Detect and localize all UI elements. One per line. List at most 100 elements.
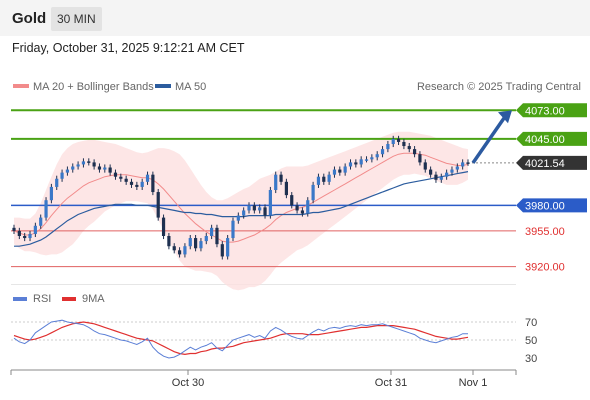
candle-body bbox=[236, 215, 240, 221]
candle-body bbox=[445, 172, 449, 177]
candle-body bbox=[23, 236, 27, 239]
candle-body bbox=[242, 210, 246, 216]
candle-body bbox=[97, 166, 102, 170]
rsi-legend-label: RSI bbox=[33, 293, 51, 305]
candle-body bbox=[322, 176, 326, 182]
candle-body bbox=[364, 159, 369, 161]
candle-body bbox=[343, 166, 347, 173]
projection-arrow-shaft bbox=[471, 114, 508, 164]
ma50-legend-swatch bbox=[155, 84, 171, 88]
timeframe-button[interactable]: 30 MIN bbox=[51, 7, 102, 31]
candle-body bbox=[135, 184, 139, 187]
instrument-title: Gold bbox=[12, 10, 47, 27]
candle-body bbox=[407, 146, 411, 150]
candle-body bbox=[354, 162, 358, 165]
candle-body bbox=[423, 162, 427, 170]
level-label-2: 4021.54 bbox=[525, 158, 565, 170]
ma9-legend-swatch bbox=[62, 297, 76, 301]
ma-bb-legend-label: MA 20 + Bollinger Bands bbox=[33, 81, 154, 93]
x-tick-label-1: Oct 31 bbox=[375, 377, 407, 389]
candle-body bbox=[386, 144, 390, 150]
candle-body bbox=[129, 181, 134, 185]
rsi-level-label-50: 50 bbox=[525, 335, 537, 347]
chart-datetime: Friday, October 31, 2025 9:12:21 AM CET bbox=[12, 41, 245, 55]
candle-body bbox=[44, 200, 48, 218]
candle-body bbox=[434, 174, 438, 180]
x-tick-label-2: Nov 1 bbox=[459, 377, 488, 389]
candle-body bbox=[412, 149, 417, 155]
candle-body bbox=[215, 227, 219, 245]
candle-body bbox=[396, 138, 401, 142]
candle-body bbox=[140, 181, 144, 187]
level-label-1: 4045.00 bbox=[525, 134, 565, 146]
ma-bb-legend-swatch bbox=[13, 84, 29, 88]
candle-body bbox=[119, 176, 123, 179]
candle-body bbox=[199, 241, 203, 249]
candle-body bbox=[252, 205, 256, 211]
ma50-legend-label: MA 50 bbox=[175, 81, 206, 93]
candle-body bbox=[71, 166, 75, 170]
candle-body bbox=[455, 166, 459, 170]
candle-body bbox=[49, 186, 53, 201]
level-label-0: 4073.00 bbox=[525, 105, 565, 117]
candle-body bbox=[231, 220, 235, 239]
candle-body bbox=[28, 233, 32, 239]
candle-body bbox=[124, 178, 128, 182]
ma9-legend-label: 9MA bbox=[82, 293, 105, 305]
candle-body bbox=[258, 207, 262, 211]
candle-body bbox=[306, 200, 310, 214]
candle-body bbox=[81, 161, 86, 165]
rsi-panel: 70 50 30 bbox=[11, 317, 537, 365]
candle-body bbox=[295, 205, 299, 211]
candle-body bbox=[327, 174, 331, 182]
candle-body bbox=[370, 157, 374, 160]
x-axis: Oct 30 Oct 31 Nov 1 bbox=[10, 369, 517, 389]
candle-body bbox=[274, 174, 278, 190]
candle-body bbox=[204, 236, 208, 242]
candle-body bbox=[177, 250, 182, 255]
candle-body bbox=[268, 190, 272, 216]
candle-body bbox=[391, 138, 395, 144]
bollinger-band-area bbox=[14, 131, 468, 291]
candle-body bbox=[220, 244, 224, 257]
candle-body bbox=[338, 169, 342, 173]
candle-body bbox=[418, 154, 422, 163]
candle-body bbox=[113, 172, 118, 177]
candle-body bbox=[76, 164, 80, 167]
ma50-line bbox=[14, 171, 469, 247]
level-label-3: 3980.00 bbox=[525, 200, 565, 212]
candle-body bbox=[151, 174, 155, 193]
bollinger-band-layer bbox=[14, 131, 468, 291]
candle-body bbox=[466, 162, 470, 164]
candle-body bbox=[429, 169, 433, 175]
candle-body bbox=[263, 207, 267, 216]
candles-layer bbox=[12, 110, 512, 260]
candle-body bbox=[103, 167, 107, 170]
candle-body bbox=[87, 161, 91, 163]
candle-body bbox=[183, 246, 187, 255]
panel-divider bbox=[11, 284, 516, 285]
candle-body bbox=[60, 172, 64, 179]
candle-body bbox=[226, 238, 230, 257]
candle-body bbox=[300, 210, 305, 214]
candle-body bbox=[279, 174, 283, 182]
credit-text: Research © 2025 Trading Central bbox=[417, 81, 581, 93]
level-label-4: 3955.00 bbox=[525, 226, 565, 238]
candle-body bbox=[92, 162, 96, 167]
candle-body bbox=[316, 176, 321, 185]
rsi-line bbox=[13, 319, 468, 359]
ma20-line bbox=[13, 152, 469, 243]
candle-body bbox=[156, 192, 160, 218]
candle-body bbox=[12, 227, 16, 231]
candle-body bbox=[290, 195, 294, 206]
rsi-ma9-line bbox=[13, 321, 469, 356]
rsi-legend-swatch bbox=[13, 297, 27, 301]
price-levels-layer bbox=[11, 109, 516, 268]
candle-body bbox=[167, 236, 171, 247]
candle-body bbox=[402, 141, 406, 147]
candle-body bbox=[33, 225, 37, 234]
level-tag-1 bbox=[516, 131, 587, 146]
candle-body bbox=[55, 178, 59, 187]
header-bar: Gold 30 MIN bbox=[0, 0, 590, 36]
